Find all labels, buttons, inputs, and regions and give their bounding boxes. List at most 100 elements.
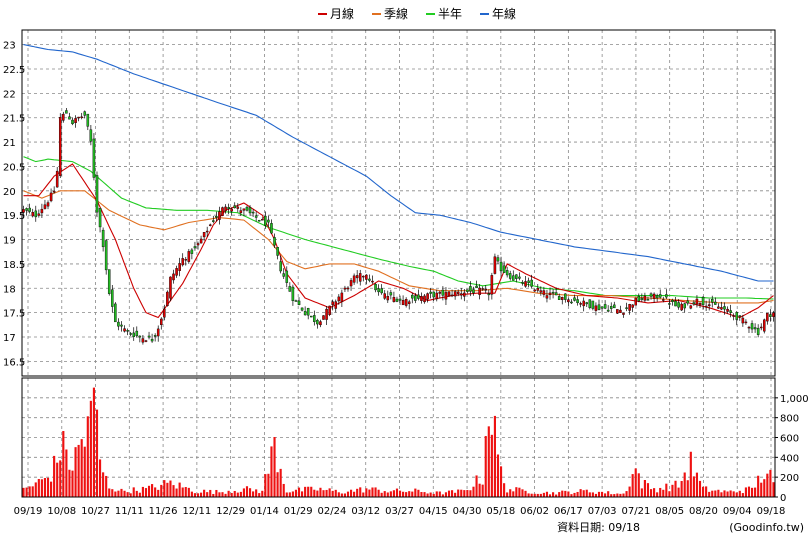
volume-bar	[493, 415, 496, 497]
volume-bar	[760, 482, 763, 497]
volume-bar	[585, 489, 588, 497]
candle-body	[270, 223, 273, 234]
volume-bar	[484, 436, 487, 497]
date-tick-label: 09/04	[723, 506, 752, 517]
volume-bar	[215, 489, 218, 497]
volume-bar	[172, 485, 175, 497]
candle-body	[156, 328, 160, 337]
candle-body	[582, 300, 585, 307]
volume-bar	[98, 459, 102, 497]
volume-bar	[570, 494, 573, 497]
candle-body	[450, 294, 454, 297]
volume-bar	[50, 481, 53, 497]
volume-bar	[423, 492, 426, 497]
candle-body	[512, 275, 515, 281]
volume-bar	[640, 488, 643, 497]
candle-body	[744, 321, 748, 324]
candle-body	[551, 291, 555, 294]
volume-bar	[157, 489, 160, 497]
candle-body	[74, 118, 77, 124]
candle-body	[606, 309, 610, 312]
volume-bar	[236, 492, 239, 497]
candle-body	[343, 287, 347, 290]
volume-tick-label: 400	[780, 453, 799, 464]
candle-body	[407, 301, 411, 304]
candle-body	[521, 281, 524, 284]
candle-body	[524, 281, 527, 287]
candle-body	[646, 299, 650, 301]
volume-bar	[80, 439, 83, 497]
volume-bar	[126, 492, 129, 497]
candle-body	[466, 289, 469, 292]
volume-bar	[536, 493, 539, 497]
candle-body	[257, 219, 261, 222]
price-panel-frame	[21, 29, 776, 377]
candle-body	[707, 304, 711, 307]
volume-bar	[34, 482, 37, 497]
volume-bar	[86, 416, 89, 497]
date-tick-label: 03/27	[385, 506, 414, 517]
candle-body	[557, 296, 561, 300]
candle-body	[429, 291, 432, 294]
volume-bar	[686, 480, 689, 497]
volume-bar	[561, 490, 564, 497]
candle-body	[297, 300, 301, 306]
volume-bar	[276, 472, 279, 497]
candle-body	[233, 205, 237, 209]
candle-body	[383, 293, 386, 299]
volume-bar	[252, 491, 255, 497]
volume-bar	[218, 492, 221, 497]
candle-body	[723, 306, 726, 310]
candle-body	[631, 304, 634, 308]
candle-body	[766, 312, 769, 322]
candle-body	[172, 273, 175, 281]
candle-body	[469, 286, 472, 292]
candle-body	[300, 307, 304, 311]
volume-bar	[677, 487, 680, 497]
volume-grid	[22, 378, 775, 497]
candle-body	[349, 280, 353, 287]
candle-body	[753, 327, 757, 330]
volume-bar	[426, 493, 429, 497]
candle-body	[628, 304, 631, 311]
volume-bar	[154, 487, 157, 497]
volume-bar	[307, 486, 310, 497]
volume-tick-label: 200	[780, 473, 799, 484]
date-tick-label: 11/11	[115, 506, 144, 517]
volume-bar	[466, 490, 469, 497]
volume-bar	[653, 488, 656, 497]
candle-body	[374, 283, 377, 291]
volume-bar	[95, 409, 99, 497]
candle-body	[181, 258, 184, 266]
candle-body	[417, 294, 420, 299]
volume-bar	[22, 487, 25, 497]
volume-bar	[105, 475, 108, 497]
volume-bar	[120, 488, 123, 497]
volume-bar	[59, 460, 62, 497]
candle-body	[386, 296, 390, 301]
candle-body	[132, 332, 135, 338]
candle-body	[594, 305, 598, 311]
price-tick-label: 20.5	[3, 162, 25, 173]
volume-bar	[616, 493, 619, 497]
candle-body	[738, 315, 742, 317]
legend-entry: 季線	[384, 6, 408, 21]
volume-bar	[649, 489, 653, 497]
candle-body	[68, 116, 71, 120]
price-tick-label: 21	[3, 138, 16, 149]
volume-bar	[334, 489, 337, 497]
candle-body	[573, 297, 576, 301]
volume-bar	[717, 489, 720, 497]
candle-body	[230, 208, 233, 212]
candle-body	[717, 306, 720, 309]
candle-body	[65, 110, 68, 114]
volume-bar	[732, 491, 735, 497]
volume-bar	[160, 484, 163, 497]
candle-body	[499, 261, 503, 272]
candle-body	[371, 280, 374, 283]
date-tick-label: 07/21	[621, 506, 650, 517]
volume-bar	[726, 491, 729, 497]
volume-bar	[62, 431, 65, 497]
volume-bar	[77, 444, 80, 497]
